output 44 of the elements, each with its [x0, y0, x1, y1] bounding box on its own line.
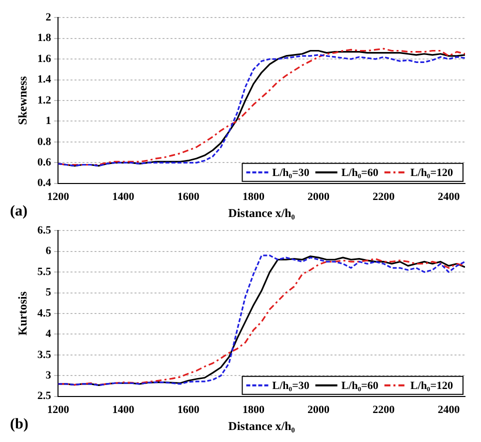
y-tick-label: 0.4 [37, 177, 52, 190]
y-tick-label: 1.4 [37, 74, 52, 86]
x-tick-label: 1200 [47, 190, 70, 203]
y-tick-label: 2 [46, 11, 52, 24]
y-tick-label: 1.6 [37, 52, 52, 65]
y-axis-title: Kurtosis [15, 291, 30, 336]
legend-label: L/h₀=30 [272, 380, 310, 392]
y-tick-label: 3.5 [37, 348, 52, 361]
legend-label: L/h₀=30 [272, 167, 310, 180]
legend-label: L/h₀=120 [410, 167, 454, 180]
x-tick-label: 2200 [372, 404, 396, 416]
y-tick-label: 1.8 [37, 32, 52, 44]
x-tick-label: 1400 [112, 190, 135, 203]
y-tick-label: 0.8 [37, 136, 52, 148]
x-axis-title: Distance x/h₀ [228, 206, 296, 220]
y-tick-label: 1.2 [37, 94, 52, 106]
y-tick-label: 0.6 [37, 156, 52, 169]
x-tick-label: 1800 [242, 404, 265, 416]
x-tick-label: 2000 [308, 190, 330, 203]
legend-label: L/h₀=120 [410, 380, 454, 392]
x-axis-title: Distance x/h₀ [228, 418, 296, 433]
y-tick-label: 6.5 [37, 224, 52, 236]
legend-label: L/h₀=60 [341, 167, 379, 180]
x-tick-label: 2400 [438, 190, 460, 203]
x-tick-label: 1600 [177, 190, 200, 203]
x-tick-label: 2400 [438, 404, 460, 416]
x-tick-label: 2200 [372, 190, 396, 203]
y-tick-label: 2.5 [37, 390, 52, 402]
y-tick-label: 1 [46, 115, 52, 128]
y-tick-label: 6 [46, 245, 52, 258]
text: (a) [10, 203, 28, 220]
x-tick-label: 2000 [308, 404, 330, 416]
y-tick-label: 5.5 [37, 266, 52, 278]
y-tick-label: 5 [46, 286, 52, 299]
y-tick-label: 3 [46, 370, 52, 382]
x-tick-label: 1400 [112, 404, 135, 416]
x-tick-label: 1200 [47, 404, 70, 416]
legend-label: L/h₀=60 [341, 380, 379, 392]
text: (b) [10, 416, 28, 432]
y-axis-title: Skewness [15, 76, 30, 125]
y-tick-label: 4 [46, 328, 52, 340]
x-tick-label: 1800 [242, 190, 265, 203]
y-tick-label: 4.5 [37, 307, 52, 320]
x-tick-label: 1600 [177, 404, 200, 416]
